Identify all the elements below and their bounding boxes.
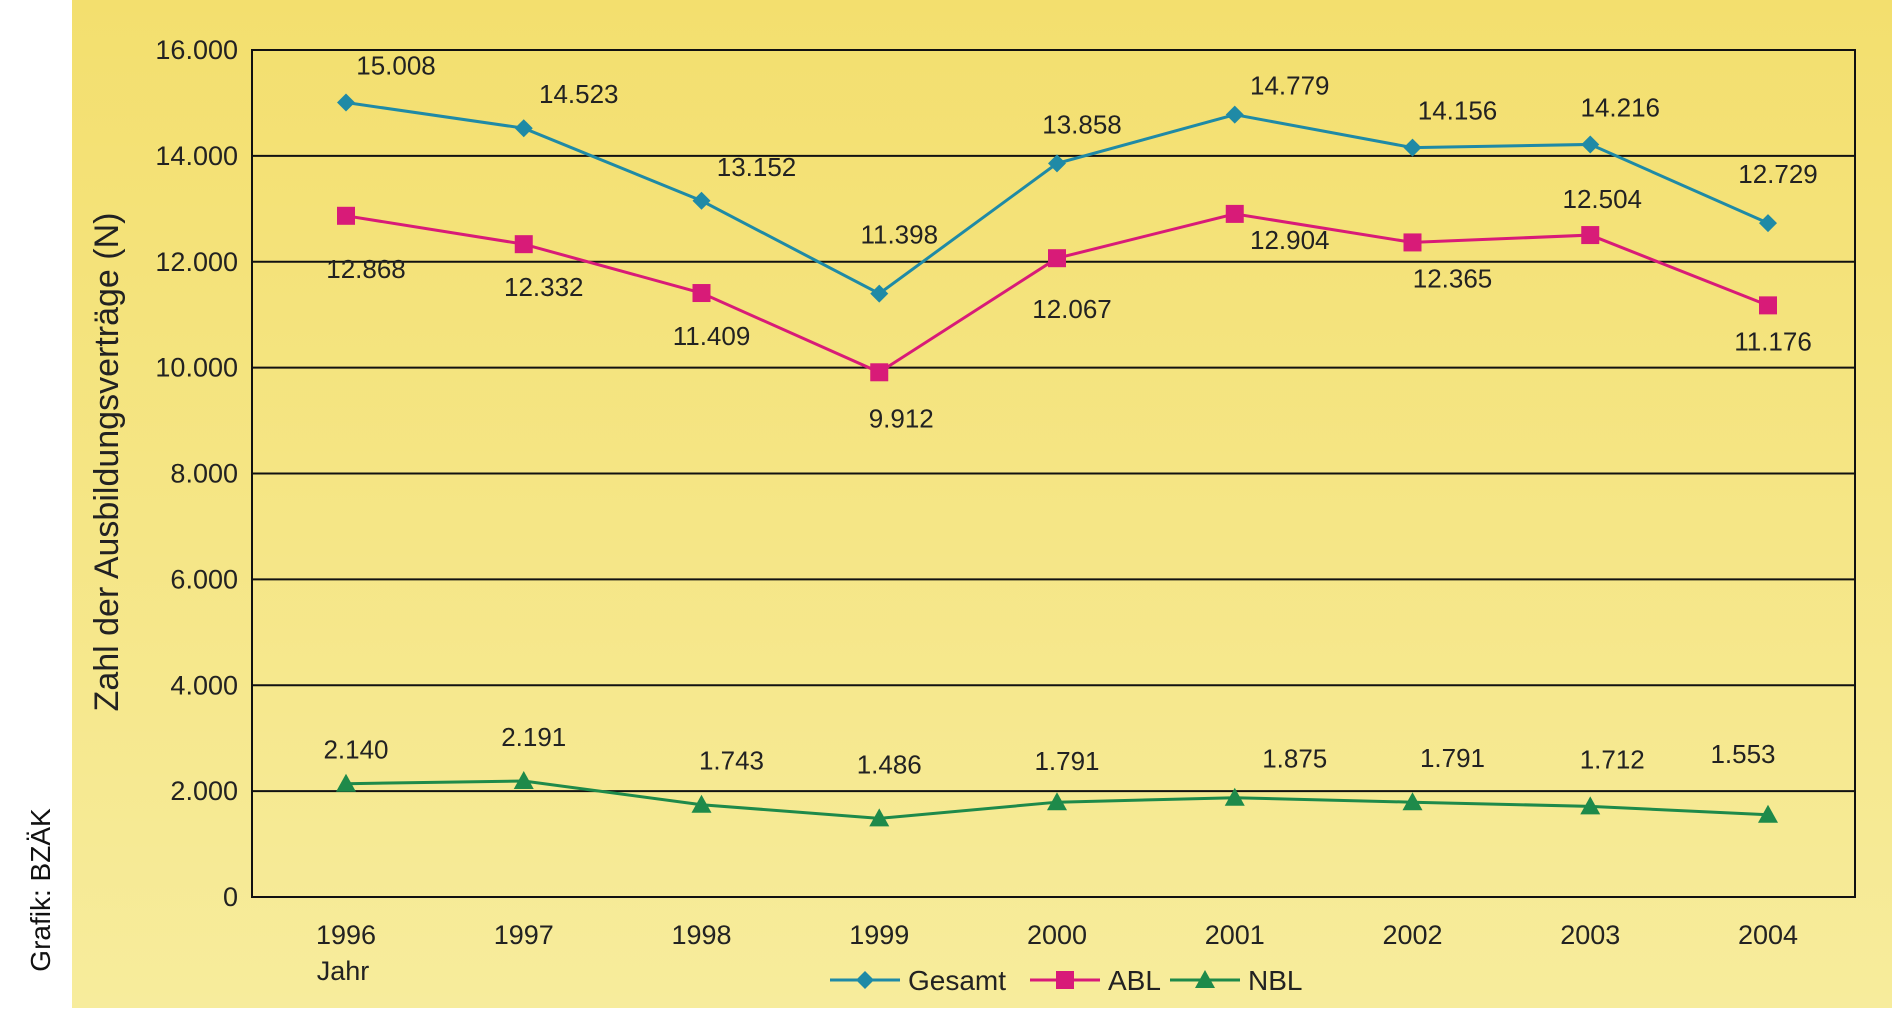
data-point-abl <box>1581 226 1600 245</box>
x-tick-label: 1999 <box>849 920 909 950</box>
data-point-abl <box>692 284 711 303</box>
data-label: 1.875 <box>1262 744 1327 774</box>
data-point-gesamt <box>692 191 711 210</box>
data-label: 11.398 <box>860 220 938 250</box>
x-tick-label: 2000 <box>1027 920 1087 950</box>
data-point-nbl <box>513 771 534 790</box>
y-tick-label: 0 <box>223 882 238 912</box>
data-label: 1.791 <box>1034 746 1099 776</box>
legend-label: NBL <box>1248 965 1302 996</box>
y-tick-label: 2.000 <box>170 776 238 806</box>
legend-label: Gesamt <box>908 965 1006 996</box>
grid <box>251 49 1856 898</box>
legend-marker <box>1056 971 1074 989</box>
x-tick-label: 1998 <box>671 920 731 950</box>
data-point-nbl <box>1758 804 1778 823</box>
data-label: 12.904 <box>1250 225 1330 255</box>
data-point-abl <box>514 235 533 254</box>
data-label: 12.729 <box>1738 159 1818 189</box>
data-label: 2.191 <box>501 722 566 752</box>
data-point-nbl <box>869 808 890 827</box>
chart-background <box>72 0 1892 1008</box>
data-point-abl <box>337 206 355 225</box>
data-point-nbl <box>691 794 712 813</box>
x-tick-label: 1996 <box>316 920 376 950</box>
y-tick-labels: 0 2.000 4.000 6.000 8.000 10.000 12.000 14.000 1… <box>155 35 238 912</box>
series-abl: 12.868 12.332 11.409 9.912 12.067 12.904 12.36… <box>326 184 1812 433</box>
data-label: 9.912 <box>869 403 934 433</box>
x-tick-labels: 1996 1997 1998 1999 2000 2001 2002 2003 2004 <box>316 920 1798 950</box>
series-layer: 15.008 14.523 13.152 11.398 13.858 14.779 14.1… <box>323 51 1818 827</box>
x-tick-label: 2004 <box>1738 920 1798 950</box>
x-tick-label: 1997 <box>494 920 554 950</box>
data-label: 14.216 <box>1580 92 1660 122</box>
data-label: 12.868 <box>326 254 406 284</box>
data-label: 1.791 <box>1420 743 1485 773</box>
data-label: 1.712 <box>1580 744 1645 774</box>
data-label: 1.743 <box>699 746 764 776</box>
data-point-abl <box>1048 249 1066 268</box>
data-point-gesamt <box>337 93 355 112</box>
data-point-gesamt <box>870 284 889 303</box>
data-point-gesamt <box>1403 138 1422 157</box>
data-label: 12.504 <box>1562 184 1642 214</box>
legend-item-gesamt: Gesamt <box>830 965 1006 996</box>
data-label: 14.156 <box>1418 96 1498 126</box>
data-label: 15.008 <box>356 51 436 81</box>
data-point-gesamt <box>1759 214 1777 233</box>
legend-item-nbl: NBL <box>1170 965 1302 996</box>
data-label: 11.409 <box>673 321 751 351</box>
data-point-nbl <box>1580 796 1601 815</box>
data-point-gesamt <box>514 119 533 138</box>
data-label: 13.858 <box>1042 109 1122 139</box>
legend-label: ABL <box>1108 965 1161 996</box>
y-axis-title: Zahl der Ausbildungsverträge (N) <box>88 213 126 712</box>
data-label: 1.486 <box>857 749 922 779</box>
data-label: 14.523 <box>539 79 619 109</box>
data-point-abl <box>1759 296 1777 315</box>
credit-text: Grafik: BZÄK <box>25 808 56 972</box>
data-label: 1.553 <box>1710 739 1775 769</box>
legend-marker <box>856 971 874 989</box>
series-gesamt: 15.008 14.523 13.152 11.398 13.858 14.779 14.1… <box>337 51 1818 303</box>
x-tick-label: 2003 <box>1560 920 1620 950</box>
x-tick-label: 2001 <box>1205 920 1265 950</box>
legend-marker <box>1195 970 1215 988</box>
data-point-gesamt <box>1048 154 1066 173</box>
data-point-nbl <box>336 773 356 792</box>
data-label: 2.140 <box>323 735 388 765</box>
data-label: 12.332 <box>504 272 584 302</box>
data-point-abl <box>1403 233 1422 252</box>
data-label: 11.176 <box>1734 326 1812 356</box>
legend: Gesamt ABL NBL <box>830 965 1302 996</box>
data-point-nbl <box>1224 787 1245 806</box>
data-point-nbl <box>1402 792 1423 811</box>
data-label: 12.067 <box>1032 294 1112 324</box>
data-label: 12.365 <box>1413 263 1493 293</box>
y-tick-label: 8.000 <box>170 459 238 489</box>
legend-item-abl: ABL <box>1030 965 1161 996</box>
data-point-nbl <box>1047 792 1067 811</box>
y-tick-label: 10.000 <box>155 353 238 383</box>
data-point-abl <box>1225 204 1244 223</box>
y-tick-label: 4.000 <box>170 670 238 700</box>
data-point-gesamt <box>1581 135 1600 154</box>
y-tick-label: 6.000 <box>170 564 238 594</box>
series-nbl: 2.140 2.191 1.743 1.486 1.791 1.875 1.791 1.712… <box>323 722 1778 827</box>
x-axis-title: Jahr <box>317 956 370 986</box>
data-point-abl <box>870 363 889 382</box>
y-tick-label: 12.000 <box>155 247 238 277</box>
x-tick-label: 2002 <box>1382 920 1442 950</box>
data-point-gesamt <box>1225 105 1244 124</box>
data-label: 13.152 <box>717 152 797 182</box>
y-tick-label: 16.000 <box>155 35 238 65</box>
y-tick-label: 14.000 <box>155 141 238 171</box>
data-label: 14.779 <box>1250 71 1330 101</box>
